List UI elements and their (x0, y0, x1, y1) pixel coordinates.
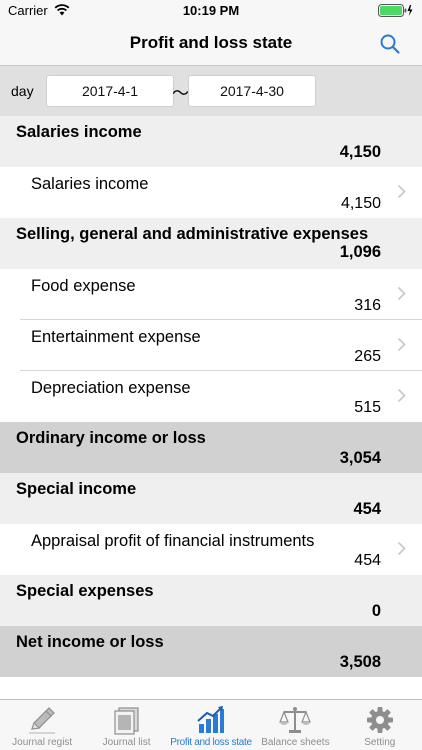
section-title: Ordinary income or loss (16, 429, 206, 447)
status-bar: Carrier 10:19 PM (0, 0, 422, 22)
carrier-label: Carrier (8, 3, 48, 18)
account-title: Depreciation expense (31, 379, 191, 397)
section-header: Special income 454 (0, 473, 422, 524)
section-header: Special expenses 0 (0, 575, 422, 626)
section-title: Special expenses (16, 582, 154, 600)
tab-journal-regist[interactable]: Journal regist (0, 700, 84, 750)
tab-label: Journal list (102, 737, 151, 748)
tab-label: Journal regist (12, 737, 73, 748)
search-icon[interactable] (378, 32, 402, 56)
account-amount: 316 (354, 297, 381, 314)
page-title: Profit and loss state (129, 33, 293, 52)
account-amount: 4,150 (340, 195, 381, 212)
section-title: Salaries income (16, 123, 142, 141)
section-amount: 4,150 (339, 143, 381, 161)
gear-icon (366, 707, 393, 733)
chevron-right-icon (397, 337, 406, 352)
section-header: Net income or loss 3,508 (0, 626, 422, 677)
chevron-right-icon (397, 184, 406, 199)
tab-setting[interactable]: Setting (338, 700, 422, 750)
status-time: 10:19 PM (182, 3, 240, 18)
account-title: Food expense (31, 277, 136, 295)
wifi-icon (54, 4, 70, 16)
account-amount: 515 (354, 399, 381, 416)
section-header: Salaries income 4,150 (0, 116, 422, 167)
bar-chart-icon (197, 706, 224, 733)
chevron-right-icon (397, 286, 406, 301)
account-row[interactable]: Depreciation expense 515 (0, 371, 422, 422)
journal-list-icon (113, 707, 139, 735)
navigation-bar: Profit and loss state (0, 22, 422, 66)
account-amount: 454 (354, 552, 381, 569)
account-row[interactable]: Food expense 316 (0, 269, 422, 320)
section-header: Ordinary income or loss 3,054 (0, 422, 422, 473)
account-row[interactable]: Entertainment expense 265 (0, 320, 422, 371)
date-range-bar: day 2017-4-1 ～ 2017-4-30 (0, 66, 422, 116)
chevron-right-icon (397, 541, 406, 556)
tab-label: Setting (364, 737, 396, 748)
profit-loss-list: Salaries income 4,150 Salaries income 4,… (0, 116, 422, 677)
scales-icon (279, 707, 312, 733)
section-amount: 3,508 (339, 653, 381, 671)
account-title: Entertainment expense (31, 328, 201, 346)
tab-profit-loss-state[interactable]: Profit and loss state (169, 700, 253, 750)
account-title: Salaries income (31, 175, 149, 193)
date-range-separator: ～ (172, 84, 189, 103)
section-title: Net income or loss (16, 633, 164, 651)
tab-balance-sheets[interactable]: Balance sheets (253, 700, 337, 750)
tab-label: Profit and loss state (170, 737, 252, 748)
section-title: Special income (16, 480, 137, 498)
row-divider (20, 370, 422, 371)
start-date-field[interactable]: 2017-4-1 (46, 75, 174, 107)
chevron-right-icon (397, 388, 406, 403)
section-amount: 3,054 (339, 449, 381, 467)
account-row[interactable]: Appraisal profit of financial instrument… (0, 524, 422, 575)
section-header: Selling, general and administrative expe… (0, 218, 422, 269)
section-amount: 454 (353, 500, 381, 518)
section-amount: 1,096 (339, 243, 381, 261)
account-amount: 265 (354, 348, 381, 365)
tab-journal-list[interactable]: Journal list (84, 700, 168, 750)
tab-bar: Journal regist Journal list Profit and l… (0, 699, 422, 750)
account-title: Appraisal profit of financial instrument… (31, 532, 315, 550)
tab-label: Balance sheets (261, 737, 330, 748)
row-divider (20, 319, 422, 320)
section-amount: 0 (371, 602, 381, 620)
section-title: Selling, general and administrative expe… (16, 225, 369, 243)
battery-icon (378, 4, 413, 17)
pencil-icon (29, 707, 56, 734)
account-row[interactable]: Salaries income 4,150 (0, 167, 422, 218)
end-date-field[interactable]: 2017-4-30 (188, 75, 316, 107)
date-range-label: day (11, 83, 34, 99)
